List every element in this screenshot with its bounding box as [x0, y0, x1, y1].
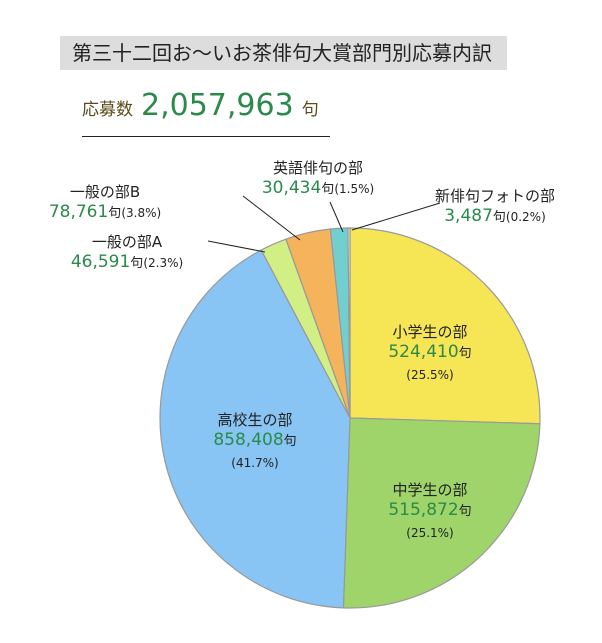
leader-line-4: [242, 195, 301, 241]
slice-value: 30,434: [261, 178, 322, 198]
slice-unit: 句: [283, 434, 297, 449]
slice-percent: (25.5%): [406, 368, 454, 382]
slice-name: 一般の部B: [69, 183, 141, 201]
total-value: 2,057,963: [141, 88, 294, 123]
slice-unit: 句: [130, 256, 144, 271]
slice-percent: (25.1%): [406, 526, 454, 540]
slice-label-5: 英語俳句の部 30,434句(1.5%): [262, 158, 374, 200]
pie-slice-2: [159, 249, 351, 609]
pie-slice-6: [347, 227, 351, 419]
slice-name: 高校生の部: [217, 411, 293, 429]
slice-value: 46,591: [70, 252, 131, 272]
slice-label-2: 高校生の部 858,408句 (41.7%): [213, 410, 296, 473]
slice-percent: (0.2%): [505, 210, 546, 224]
slice-label-6: 新俳句フォトの部 3,487句(0.2%): [435, 186, 555, 228]
slice-unit: 句: [108, 206, 122, 221]
slice-unit: 句: [458, 504, 472, 519]
leader-line-6: [351, 202, 441, 231]
chart-title: 第三十二回お～いお茶俳句大賞部門別応募内訳: [60, 36, 507, 70]
slice-unit: 句: [458, 346, 472, 361]
pie-slice-1: [342, 417, 541, 609]
slice-label-0: 小学生の部 524,410句 (25.5%): [388, 322, 471, 385]
slice-value: 3,487: [444, 206, 493, 226]
slice-label-4: 一般の部B 78,761句(3.8%): [49, 182, 161, 224]
slice-value: 858,408: [213, 430, 284, 450]
slice-name: 小学生の部: [392, 323, 468, 341]
slice-percent: (41.7%): [231, 456, 279, 470]
slice-label-3: 一般の部A 46,591句(2.3%): [71, 232, 183, 274]
total-entries: 応募数 2,057,963 句: [82, 88, 319, 123]
slice-value: 78,761: [48, 202, 109, 222]
divider: [82, 136, 330, 137]
slice-percent: (3.8%): [121, 206, 162, 220]
total-label: 応募数: [82, 100, 133, 120]
slice-name: 英語俳句の部: [272, 159, 364, 177]
slice-unit: 句: [321, 182, 335, 197]
slice-label-1: 中学生の部 515,872句 (25.1%): [388, 480, 471, 543]
pie-slice-0: [349, 227, 541, 425]
total-unit: 句: [301, 100, 319, 120]
slice-value: 524,410: [388, 342, 459, 362]
slice-percent: (2.3%): [143, 256, 184, 270]
slice-percent: (1.5%): [334, 182, 375, 196]
slice-name: 新俳句フォトの部: [434, 187, 556, 205]
leader-line-5: [329, 201, 344, 233]
leader-line-3: [207, 240, 266, 253]
slice-name: 一般の部A: [91, 233, 163, 251]
slice-name: 中学生の部: [392, 481, 468, 499]
slice-unit: 句: [492, 210, 506, 225]
slice-value: 515,872: [388, 500, 459, 520]
